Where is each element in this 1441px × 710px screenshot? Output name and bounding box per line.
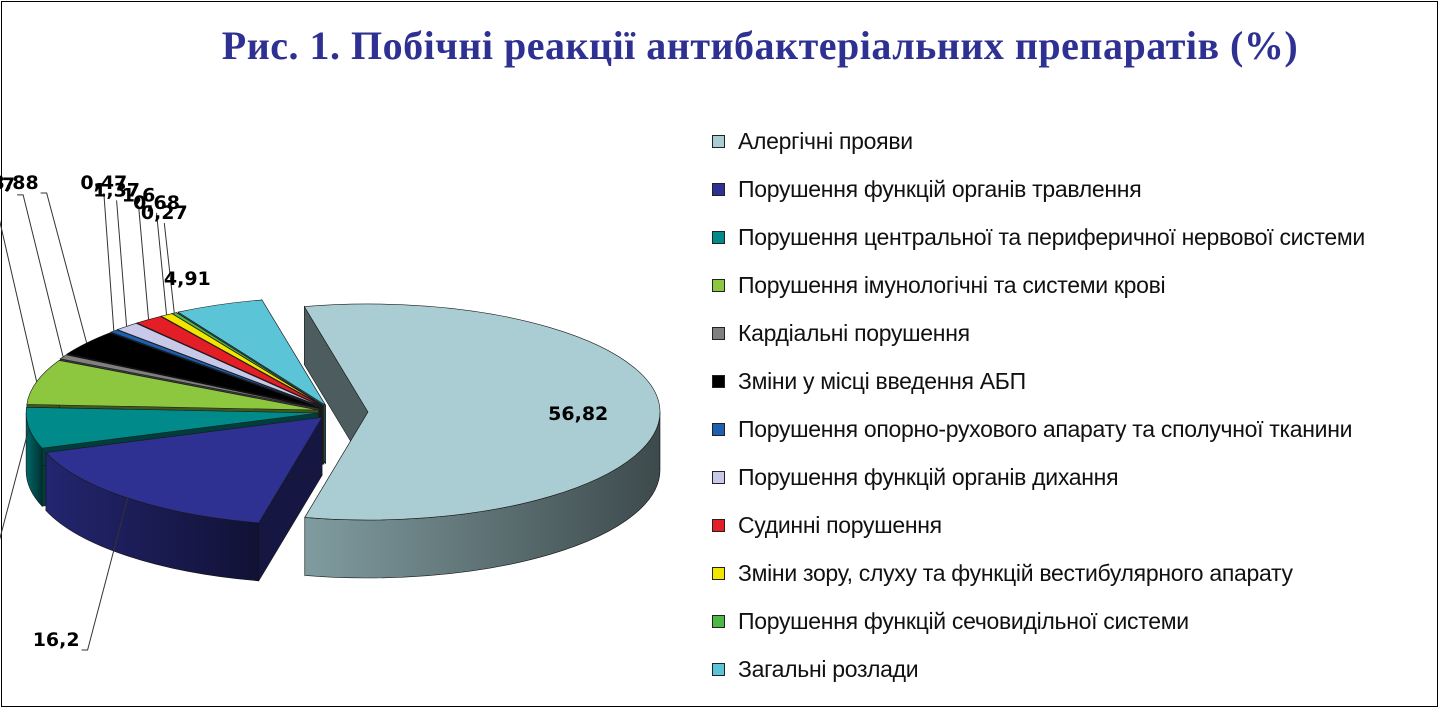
leader-line — [163, 223, 175, 314]
leader-line — [156, 212, 168, 315]
legend-swatch — [712, 422, 725, 436]
legend-swatch — [712, 326, 725, 340]
chart-title: Рис. 1. Побічні реакції антибактеріальни… — [221, 23, 1299, 68]
legend-item: Порушення опорно-рухового апарату та спо… — [712, 405, 1412, 453]
leader-line — [103, 192, 115, 332]
data-label: 16,2 — [33, 629, 80, 651]
legend-swatch — [712, 278, 725, 292]
legend-item: Порушення функцій органів травлення — [712, 165, 1412, 213]
legend-swatch — [712, 134, 725, 148]
legend-label: Порушення центральної та периферичної не… — [738, 223, 1365, 250]
legend-item: Загальні розлади — [712, 645, 1412, 693]
legend-label: Порушення функцій органів травлення — [738, 175, 1142, 202]
legend-item: Порушення функцій органів дихання — [712, 453, 1412, 501]
legend-label: Кардіальні порушення — [738, 319, 970, 346]
legend-label: Порушення опорно-рухового апарату та спо… — [738, 415, 1353, 442]
legend-item: Кардіальні порушення — [712, 309, 1412, 357]
legend-item: Порушення імунологічні та системи крові — [712, 261, 1412, 309]
legend-swatch — [712, 374, 725, 388]
legend-swatch — [712, 518, 725, 532]
legend-label: Зміни зору, слуху та функцій вестибулярн… — [738, 559, 1293, 586]
leader-line — [81, 497, 129, 651]
leader-line — [40, 192, 88, 344]
pie-slice — [303, 303, 661, 579]
data-label: 3,88 — [0, 172, 39, 194]
legend-swatch — [712, 566, 725, 580]
data-label: 0,27 — [141, 202, 188, 224]
legend-item: Алергічні прояви — [712, 117, 1412, 165]
data-label: 0,47 — [80, 172, 127, 194]
legend-label: Алергічні прояви — [738, 127, 913, 154]
pie-slice — [45, 416, 323, 582]
leader-line — [17, 194, 64, 357]
data-label: 0,67 — [0, 174, 15, 196]
legend-swatch — [712, 470, 725, 484]
leader-line — [0, 427, 30, 540]
legend: Алергічні прояви Порушення функцій органі… — [712, 117, 1412, 693]
legend-item: Порушення функцій сечовидільної системи — [712, 597, 1412, 645]
leader-line — [0, 220, 38, 382]
leader-line — [138, 205, 150, 320]
data-label: 4,91 — [164, 268, 211, 290]
legend-swatch — [712, 614, 725, 628]
legend-swatch — [712, 230, 725, 244]
legend-label: Судинні порушення — [738, 511, 942, 538]
legend-swatch — [712, 662, 725, 676]
legend-label: Порушення функцій органів дихання — [738, 463, 1119, 490]
legend-label: Порушення імунологічні та системи крові — [738, 271, 1166, 298]
legend-label: Загальні розлади — [738, 655, 919, 682]
data-label: 56,82 — [548, 403, 608, 425]
data-label: 1,37 — [93, 179, 140, 201]
legend-label: Зміни у місці введення АБП — [738, 367, 1026, 394]
legend-label: Порушення функцій сечовидільної системи — [738, 607, 1189, 634]
leader-line — [116, 200, 128, 327]
data-label: 0,68 — [133, 192, 180, 214]
legend-item: Зміни зору, слуху та функцій вестибулярн… — [712, 549, 1412, 597]
legend-item: Судинні порушення — [712, 501, 1412, 549]
legend-item: Зміни у місці введення АБП — [712, 357, 1412, 405]
data-label: 1,6 — [122, 185, 156, 207]
legend-swatch — [712, 182, 725, 196]
legend-item: Порушення центральної та периферичної не… — [712, 213, 1412, 261]
